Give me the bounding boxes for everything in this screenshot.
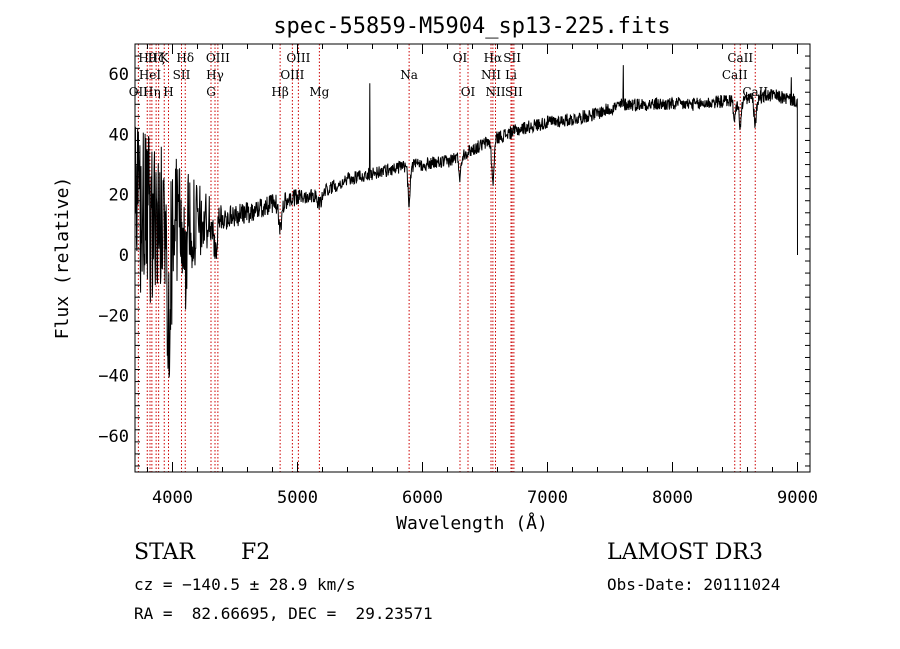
line-label: Hδ [176, 51, 194, 65]
chart-title: spec-55859-M5904_sp13-225.fits [273, 14, 670, 39]
line-label: Hζ [148, 51, 165, 65]
y-tick-label: −20 [98, 306, 129, 326]
line-label: HeI [139, 68, 162, 82]
x-tick-label: 4000 [152, 488, 193, 508]
spectrum-series [134, 65, 798, 378]
line-label: Mg [309, 85, 329, 99]
line-label: CaII [727, 51, 753, 65]
x-tick-label: 7000 [527, 488, 568, 508]
obs-date: Obs-Date: 20111024 [607, 575, 781, 594]
y-tick-label: −60 [98, 427, 129, 447]
object-class: STAR [134, 540, 195, 565]
line-labels: OIIHθHeIHηHζKHSIIHδGHγOIIIHβOIIIOIIIMgNa… [129, 51, 769, 99]
line-label: OIII [286, 51, 310, 65]
line-label: Hθ [138, 51, 156, 65]
line-label: NII [486, 85, 506, 99]
line-label: Hγ [206, 68, 224, 82]
line-label: SII [503, 51, 521, 65]
y-tick-label: 20 [109, 186, 129, 206]
x-tick-label: 9000 [777, 488, 818, 508]
plot-frame [134, 43, 811, 473]
y-tick-label: 0 [119, 246, 129, 266]
line-label: OI [461, 85, 476, 99]
survey-name: LAMOST DR3 [607, 540, 763, 565]
y-tick-label: 60 [109, 65, 129, 85]
line-label: Hη [143, 85, 161, 99]
x-tick-label: 5000 [277, 488, 318, 508]
x-axis-label: Wavelength (Å) [396, 512, 548, 534]
line-label: OIII [280, 68, 304, 82]
axis-ticks [135, 44, 810, 472]
line-label: Hα [484, 51, 503, 65]
line-label: G [206, 85, 216, 99]
spectrum-chart: spec-55859-M5904_sp13-225.fits OIIHθHeIH… [52, 14, 818, 534]
line-label: OI [453, 51, 468, 65]
x-tick-label: 8000 [652, 488, 693, 508]
x-tick-label: 6000 [402, 488, 443, 508]
y-axis-label: Flux (relative) [52, 177, 73, 340]
line-label: Hβ [271, 85, 288, 99]
line-label: K [160, 51, 170, 65]
object-subclass: F2 [241, 540, 271, 565]
line-label: CaII [722, 68, 748, 82]
line-label: Li [505, 68, 517, 82]
line-label: H [163, 85, 173, 99]
line-markers [137, 44, 756, 472]
line-label: NII [481, 68, 501, 82]
y-tick-labels: −60 −40 −20 0 20 40 60 [98, 65, 129, 447]
redshift-readout: cz = −140.5 ± 28.9 km/s [134, 575, 356, 594]
y-tick-label: 40 [109, 125, 129, 145]
y-tick-label: −40 [98, 367, 129, 387]
line-label: Na [400, 68, 418, 82]
line-label: SII [505, 85, 523, 99]
x-tick-labels: 4000 5000 6000 7000 8000 9000 [152, 488, 818, 508]
line-label: SII [173, 68, 191, 82]
line-label: OIII [206, 51, 230, 65]
coordinates: RA = 82.66695, DEC = 29.23571 [134, 604, 433, 623]
